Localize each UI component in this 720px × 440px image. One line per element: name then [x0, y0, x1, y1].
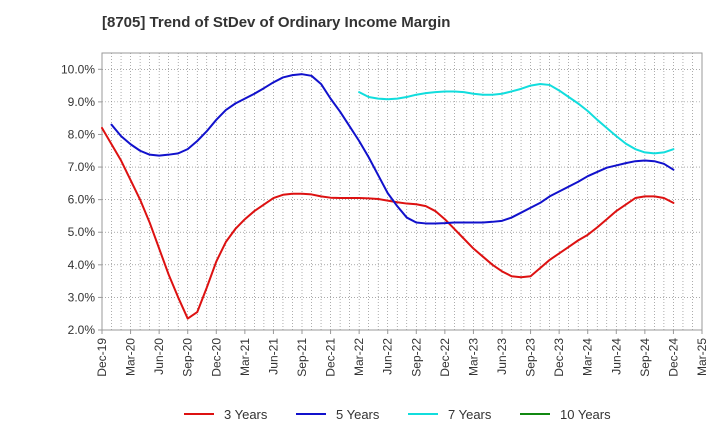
x-tick-label: Dec-21	[324, 338, 338, 377]
x-tick-label: Mar-24	[581, 338, 595, 376]
legend-label: 7 Years	[448, 407, 492, 422]
x-tick-label: Dec-20	[209, 338, 223, 377]
series-line-7-years	[358, 82, 675, 155]
y-tick-label: 6.0%	[68, 193, 96, 207]
y-tick-label: 2.0%	[68, 323, 96, 337]
y-tick-label: 5.0%	[68, 225, 96, 239]
chart-title: [8705] Trend of StDev of Ordinary Income…	[102, 14, 451, 31]
x-tick-label: Mar-22	[352, 338, 366, 376]
x-tick-label: Jun-20	[152, 338, 166, 375]
y-tick-label: 10.0%	[61, 62, 95, 76]
legend-label: 3 Years	[224, 407, 268, 422]
legend-label: 10 Years	[560, 407, 611, 422]
x-tick-label: Mar-20	[124, 338, 138, 376]
x-tick-label: Dec-22	[438, 338, 452, 377]
x-tick-label: Sep-22	[409, 338, 423, 377]
series-line-5-years	[110, 73, 675, 225]
y-tick-label: 4.0%	[68, 258, 96, 272]
x-tick-label: Sep-24	[638, 338, 652, 377]
plot-frame	[101, 52, 703, 331]
x-tick-label: Mar-21	[238, 338, 252, 376]
legend-label: 5 Years	[336, 407, 380, 422]
x-tick-label: Sep-23	[524, 338, 538, 377]
x-tick-label: Sep-21	[295, 338, 309, 377]
x-tick-label: Mar-23	[466, 338, 480, 376]
series-line-3-years	[101, 126, 675, 320]
x-tick-label: Mar-25	[695, 338, 709, 376]
y-tick-label: 3.0%	[68, 290, 96, 304]
x-tick-label: Sep-20	[181, 338, 195, 377]
x-tick-label: Jun-22	[381, 338, 395, 375]
x-tick-label: Dec-23	[552, 338, 566, 377]
x-tick-label: Jun-23	[495, 338, 509, 375]
y-tick-label: 7.0%	[68, 160, 96, 174]
x-tick-label: Jun-21	[266, 338, 280, 375]
y-tick-label: 8.0%	[68, 127, 96, 141]
y-tick-label: 9.0%	[68, 95, 96, 109]
x-tick-label: Dec-24	[666, 338, 680, 377]
x-tick-label: Jun-24	[609, 338, 623, 375]
x-tick-label: Dec-19	[95, 338, 109, 377]
